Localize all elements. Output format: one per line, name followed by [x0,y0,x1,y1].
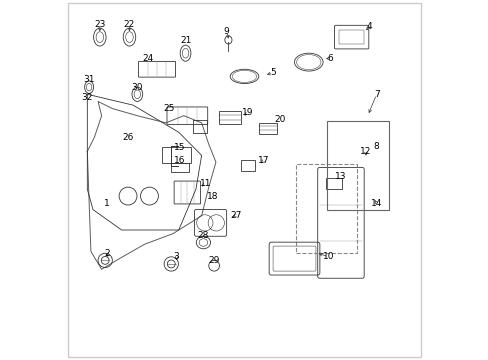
Text: 16: 16 [174,156,185,165]
Text: 3: 3 [173,252,179,261]
Text: 23: 23 [94,20,105,29]
Bar [326,121,388,210]
Text: 12: 12 [360,147,371,156]
Text: 24: 24 [142,54,153,63]
Bar [325,178,341,189]
Text: 21: 21 [180,36,191,45]
Bar [339,30,364,44]
Text: 22: 22 [123,20,135,29]
Text: 13: 13 [334,172,346,181]
Text: 7: 7 [373,90,379,99]
Text: 25: 25 [163,104,175,113]
Text: 20: 20 [274,115,285,124]
Text: 11: 11 [199,179,210,188]
Text: 1: 1 [104,199,110,208]
Text: 15: 15 [174,143,185,152]
Bar [296,164,356,253]
Text: 30: 30 [131,83,143,92]
Text: 17: 17 [258,156,269,165]
Text: 10: 10 [322,252,333,261]
Text: 32: 32 [81,93,93,102]
Text: 29: 29 [208,256,220,265]
Bar [162,147,190,163]
Bar [171,163,189,172]
Text: 18: 18 [206,192,218,201]
Bar [192,120,206,133]
Bar [219,111,241,124]
Text: 31: 31 [83,76,95,85]
Text: 5: 5 [270,68,275,77]
Text: 26: 26 [122,132,134,141]
Text: 4: 4 [366,22,371,31]
Text: 19: 19 [242,108,253,117]
Text: 8: 8 [373,141,379,150]
Bar [258,123,276,134]
Text: 27: 27 [229,211,241,220]
Bar [241,160,255,171]
Text: 14: 14 [370,199,382,208]
Text: 9: 9 [224,27,229,36]
Text: 28: 28 [197,231,209,240]
Text: 2: 2 [104,249,110,258]
Text: 6: 6 [326,54,332,63]
